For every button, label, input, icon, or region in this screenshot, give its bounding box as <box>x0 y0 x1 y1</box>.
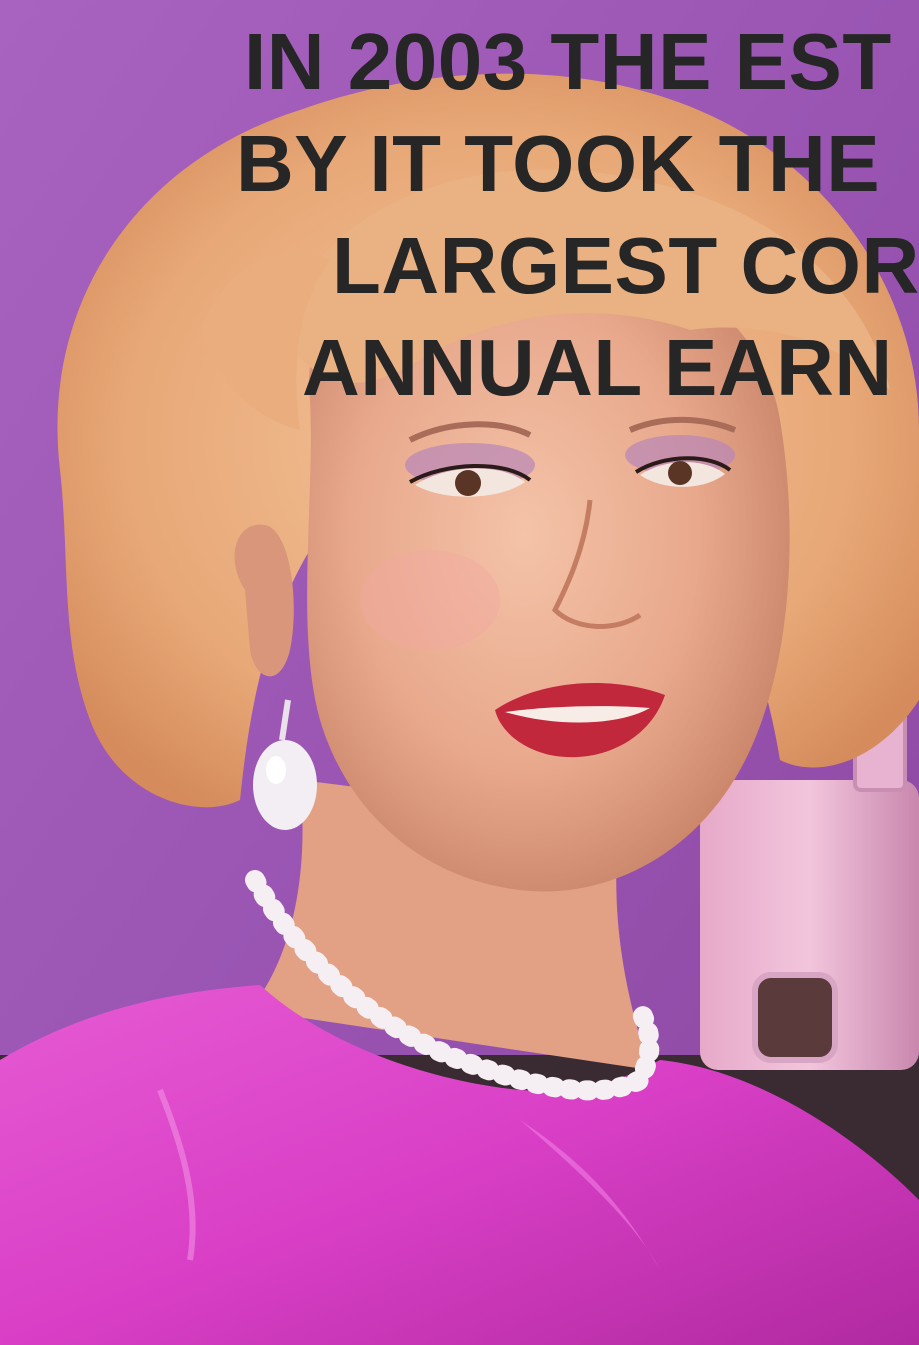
eyebrow-left <box>408 421 532 443</box>
hair-front <box>280 169 890 390</box>
caption-line-4: ANNUAL EARN <box>302 323 893 412</box>
eyebrow-right <box>628 416 737 433</box>
caption-line-1: IN 2003 THE EST <box>244 17 892 106</box>
caption-line-2: BY IT TOOK THE <box>236 119 881 208</box>
nose <box>551 499 642 629</box>
pearl-necklace-icon <box>245 870 660 1101</box>
lips-icon <box>495 683 665 758</box>
meme-caption: IN 2003 THE EST BY IT TOOK THE LARGEST C… <box>0 14 919 414</box>
ear <box>234 524 294 677</box>
caption-line-3: LARGEST COR <box>332 221 919 310</box>
face <box>307 240 790 892</box>
pearl-earring-icon <box>253 699 317 830</box>
eye-right-icon <box>634 456 732 487</box>
blouse <box>0 985 919 1345</box>
eye-left-icon <box>409 464 532 497</box>
